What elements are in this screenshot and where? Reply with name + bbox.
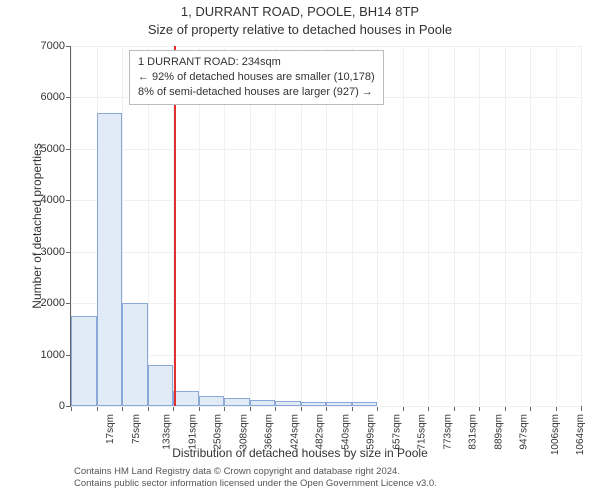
x-tick-label: 773sqm [442, 414, 453, 450]
x-tick-label: 599sqm [366, 414, 377, 450]
y-tick-label: 6000 [31, 91, 65, 103]
attribution-line: Contains HM Land Registry data © Crown c… [74, 466, 437, 478]
x-tick-label: 191sqm [187, 414, 198, 450]
histogram-bar [275, 401, 301, 406]
x-tick-label: 831sqm [468, 414, 479, 450]
histogram-bar [326, 402, 352, 406]
x-tick-label: 889sqm [493, 414, 504, 450]
infobox-larger-pct: 8% of semi-detached houses are larger (9… [138, 85, 375, 100]
chart-subtitle: Size of property relative to detached ho… [0, 22, 600, 37]
histogram-bar [71, 316, 97, 406]
y-tick-label: 7000 [31, 40, 65, 52]
y-tick-label: 4000 [31, 194, 65, 206]
x-tick-label: 947sqm [519, 414, 530, 450]
attribution-text: Contains HM Land Registry data © Crown c… [74, 466, 437, 491]
x-tick-label: 308sqm [238, 414, 249, 450]
x-tick-label: 366sqm [264, 414, 275, 450]
x-tick-label: 17sqm [105, 414, 116, 444]
x-tick-label: 657sqm [391, 414, 402, 450]
x-tick-label: 133sqm [162, 414, 173, 450]
chart-container: 1, DURRANT ROAD, POOLE, BH14 8TP Size of… [0, 0, 600, 500]
histogram-bar [97, 113, 123, 406]
x-tick-label: 424sqm [289, 414, 300, 450]
histogram-bar [352, 402, 378, 406]
property-info-box: 1 DURRANT ROAD: 234sqm← 92% of detached … [129, 50, 384, 105]
infobox-smaller-pct: ← 92% of detached houses are smaller (10… [138, 70, 375, 85]
y-axis-label: Number of detached properties [30, 143, 44, 308]
histogram-bar [122, 303, 148, 406]
histogram-bar [173, 391, 199, 406]
x-tick-label: 540sqm [340, 414, 351, 450]
chart-title-address: 1, DURRANT ROAD, POOLE, BH14 8TP [0, 4, 600, 19]
histogram-bar [148, 365, 174, 406]
x-tick-label: 715sqm [417, 414, 428, 450]
y-tick-label: 0 [31, 400, 65, 412]
y-tick-label: 1000 [31, 349, 65, 361]
x-tick-label: 250sqm [213, 414, 224, 450]
histogram-bar [224, 398, 250, 406]
histogram-bar [250, 400, 276, 406]
y-tick-label: 2000 [31, 297, 65, 309]
plot-area: Number of detached properties 17sqm75sqm… [70, 46, 581, 407]
infobox-property-size: 1 DURRANT ROAD: 234sqm [138, 55, 375, 70]
x-axis-label: Distribution of detached houses by size … [0, 446, 600, 460]
y-tick-label: 3000 [31, 246, 65, 258]
x-tick-label: 75sqm [131, 414, 142, 444]
histogram-bar [199, 396, 225, 406]
attribution-line: Contains public sector information licen… [74, 478, 437, 490]
y-tick-label: 5000 [31, 143, 65, 155]
histogram-bar [301, 402, 327, 406]
x-tick-label: 482sqm [315, 414, 326, 450]
